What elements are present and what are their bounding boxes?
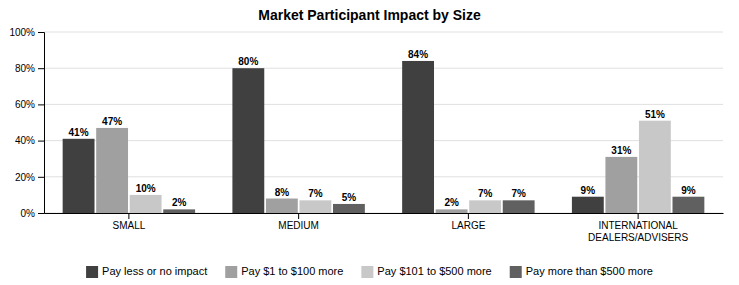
y-tick: 60% <box>15 99 44 110</box>
bar <box>605 157 637 213</box>
x-tick-label: SMALL <box>112 220 145 231</box>
y-tick-label: 80% <box>15 63 35 74</box>
data-label: 41% <box>69 127 89 138</box>
bar <box>469 200 501 213</box>
x-tick-label-line: DEALERS/ADVISERS <box>588 232 688 243</box>
legend-item: Pay more than $500 more <box>510 265 653 278</box>
y-axis: 0% 20% 40% 60% 80% 100% <box>9 27 44 219</box>
bars <box>63 61 705 213</box>
x-tick-mark <box>128 213 129 219</box>
x-tick-label: INTERNATIONALDEALERS/ADVISERS <box>588 220 688 243</box>
data-label: 2% <box>172 197 187 208</box>
x-tick: MEDIUM <box>278 213 319 231</box>
bar <box>266 199 298 213</box>
legend-swatch <box>361 266 373 278</box>
y-tick-label: 20% <box>15 172 35 183</box>
bar <box>163 209 195 213</box>
y-tick-mark <box>38 177 44 178</box>
x-tick-mark <box>638 213 639 219</box>
y-tick: 100% <box>9 27 44 38</box>
grid <box>44 32 723 213</box>
legend-label: Pay $1 to $100 more <box>241 265 343 277</box>
grid-line <box>44 140 723 141</box>
legend-item: Pay $101 to $500 more <box>361 265 491 278</box>
bar-series <box>63 61 604 213</box>
y-tick: 20% <box>15 172 44 183</box>
x-tick-label: MEDIUM <box>278 220 319 231</box>
bar-series <box>130 121 671 213</box>
legend-swatch <box>86 266 98 278</box>
x-tick: SMALL <box>112 213 145 231</box>
x-tick-label-line: LARGE <box>451 220 485 231</box>
data-label: 9% <box>681 185 696 196</box>
plot: 41% 80% 84% 9% 47% 8% 2% 31% 10% 7% 7% 51% 2% 5% 7% 9% 0… <box>9 27 723 243</box>
legend-label: Pay more than $500 more <box>526 265 653 277</box>
y-tick-mark <box>38 213 44 214</box>
data-label: 47% <box>102 116 122 127</box>
legend-swatch <box>510 266 522 278</box>
data-label: 31% <box>611 145 631 156</box>
legend-label: Pay $101 to $500 more <box>377 265 491 277</box>
grid-line <box>44 104 723 105</box>
bar <box>572 197 604 213</box>
y-tick-mark <box>38 68 44 69</box>
data-label: 2% <box>444 197 459 208</box>
legend: Pay less or no impact Pay $1 to $100 more… <box>86 265 653 278</box>
y-axis-line <box>38 33 45 214</box>
bar <box>639 121 671 213</box>
y-tick-label: 100% <box>9 27 35 38</box>
data-labels: 41% 80% 84% 9% 47% 8% 2% 31% 10% 7% 7% 51% 2% 5% 7% 9% <box>69 49 696 208</box>
x-tick-mark <box>298 213 299 219</box>
bar <box>63 139 95 213</box>
x-tick-label: LARGE <box>451 220 485 231</box>
x-axis: SMALL MEDIUM LARGE INTERNATIONALDEALERS/ADV… <box>45 213 724 243</box>
bar <box>232 68 264 213</box>
chart: Market Participant Impact by Size 41% 80% 8… <box>0 0 739 285</box>
bar <box>96 128 128 213</box>
y-tick: 80% <box>15 63 44 74</box>
data-label: 5% <box>342 192 357 203</box>
bar <box>436 209 468 213</box>
legend-item: Pay less or no impact <box>86 265 207 278</box>
data-label: 84% <box>408 49 428 60</box>
x-tick: LARGE <box>451 213 485 231</box>
y-tick-mark <box>38 104 44 105</box>
bar <box>130 195 162 213</box>
bar-series <box>96 128 637 213</box>
x-axis-line <box>45 213 724 214</box>
y-tick-mark <box>38 141 44 142</box>
bar-series <box>163 197 704 213</box>
y-tick-label: 60% <box>15 99 35 110</box>
data-label: 7% <box>511 188 526 199</box>
data-label: 9% <box>581 185 596 196</box>
bar <box>333 204 365 213</box>
bar <box>672 197 704 213</box>
y-tick: 0% <box>21 208 44 219</box>
y-tick-label: 40% <box>15 135 35 146</box>
bar <box>402 61 434 213</box>
x-tick-label-line: MEDIUM <box>278 220 319 231</box>
data-label: 51% <box>645 109 665 120</box>
legend-swatch <box>225 266 237 278</box>
x-tick-label-line: SMALL <box>112 220 145 231</box>
title: Market Participant Impact by Size <box>258 7 481 23</box>
grid-line <box>44 32 723 33</box>
bar <box>299 200 331 213</box>
y-tick-mark <box>38 32 44 33</box>
data-label: 10% <box>136 183 156 194</box>
data-label: 7% <box>308 188 323 199</box>
data-label: 80% <box>238 56 258 67</box>
legend-label: Pay less or no impact <box>102 265 207 277</box>
x-tick: INTERNATIONALDEALERS/ADVISERS <box>588 213 688 243</box>
x-tick-mark <box>468 213 469 219</box>
grid-line <box>44 68 723 69</box>
y-tick-label: 0% <box>21 208 36 219</box>
data-label: 8% <box>275 187 290 198</box>
bar <box>503 200 535 213</box>
data-label: 7% <box>478 188 493 199</box>
legend-item: Pay $1 to $100 more <box>225 265 343 278</box>
x-tick-label-line: INTERNATIONAL <box>598 220 678 231</box>
y-tick: 40% <box>15 135 44 146</box>
